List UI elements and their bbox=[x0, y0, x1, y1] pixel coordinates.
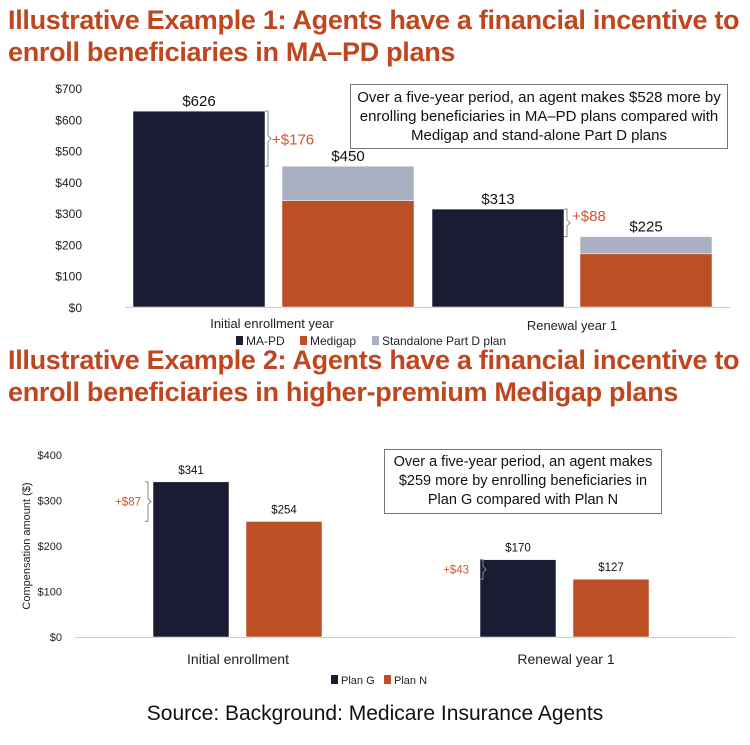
data-label: $313 bbox=[481, 191, 514, 208]
y-tick-label: $300 bbox=[55, 207, 82, 221]
legend-swatch bbox=[236, 336, 243, 345]
difference-bracket bbox=[265, 110, 272, 167]
x-category-label: Renewal year 1 bbox=[517, 651, 614, 667]
data-label: $254 bbox=[271, 504, 297, 516]
y-axis-label: Compensation amount ($) bbox=[21, 482, 33, 609]
chart1-note: Over a five-year period, an agent makes … bbox=[350, 84, 728, 149]
chart2-note: Over a five-year period, an agent makes … bbox=[384, 449, 662, 514]
bar-standalone-part-d-plan bbox=[579, 236, 713, 255]
bar-plan-g bbox=[152, 481, 230, 638]
difference-bracket bbox=[564, 208, 571, 238]
data-label: $626 bbox=[182, 93, 215, 110]
y-tick-label: $100 bbox=[38, 587, 62, 599]
bar-plan-n bbox=[572, 578, 650, 638]
bar-standalone-part-d-plan bbox=[281, 165, 415, 201]
bar-ma-pd bbox=[132, 110, 266, 308]
bar-medigap bbox=[281, 200, 415, 308]
y-tick-label: $200 bbox=[55, 238, 82, 252]
chart2: $0 $100 $200 $300 $400 Compensation amount ($… bbox=[21, 450, 735, 687]
data-label: $225 bbox=[629, 219, 662, 236]
difference-bracket bbox=[480, 559, 487, 580]
data-label: $341 bbox=[178, 465, 204, 477]
y-tick-label: $600 bbox=[55, 113, 82, 127]
y-tick-label: $700 bbox=[55, 82, 82, 96]
y-tick-label: $200 bbox=[38, 541, 62, 553]
data-label: $450 bbox=[331, 148, 364, 165]
chart2-title: Illustrative Example 2: Agents have a fi… bbox=[8, 345, 740, 407]
difference-label: +$43 bbox=[443, 564, 469, 576]
bar-medigap bbox=[579, 253, 713, 308]
y-tick-label: $400 bbox=[38, 450, 62, 462]
bar-plan-g bbox=[479, 559, 557, 638]
legend-label: MA-PD bbox=[246, 334, 285, 348]
data-label: $127 bbox=[598, 562, 624, 574]
y-tick-label: $500 bbox=[55, 145, 82, 159]
y-tick-label: $100 bbox=[55, 270, 82, 284]
chart1-title: Illustrative Example 1: Agents have a fi… bbox=[8, 5, 740, 67]
y-tick-label: $0 bbox=[69, 301, 83, 315]
legend-swatch bbox=[372, 336, 379, 345]
difference-bracket bbox=[145, 481, 152, 522]
difference-label: +$176 bbox=[272, 132, 314, 149]
legend-swatch bbox=[331, 675, 338, 684]
legend-swatch bbox=[300, 336, 307, 345]
y-tick-label: $400 bbox=[55, 176, 82, 190]
chart1: $0 $100 $200 $300 $400 $500 $600 $700 $626 $450 $3… bbox=[55, 82, 730, 348]
bar-ma-pd bbox=[431, 208, 565, 308]
legend-label: Medigap bbox=[310, 334, 356, 348]
legend-swatch bbox=[384, 675, 391, 684]
difference-label: +$87 bbox=[115, 497, 141, 509]
y-tick-label: $300 bbox=[38, 496, 62, 508]
x-category-label: Initial enrollment year bbox=[210, 316, 334, 331]
difference-label: +$88 bbox=[572, 208, 606, 225]
source-text: Source: Background: Medicare Insurance A… bbox=[146, 702, 604, 725]
x-category-label: Renewal year 1 bbox=[527, 318, 617, 333]
y-tick-label: $0 bbox=[50, 632, 62, 644]
legend-label: Plan N bbox=[394, 675, 427, 687]
legend-label: Plan G bbox=[341, 675, 375, 687]
legend-label: Standalone Part D plan bbox=[382, 334, 506, 348]
bar-plan-n bbox=[245, 521, 323, 638]
x-category-label: Initial enrollment bbox=[187, 651, 289, 667]
data-label: $170 bbox=[505, 543, 531, 555]
